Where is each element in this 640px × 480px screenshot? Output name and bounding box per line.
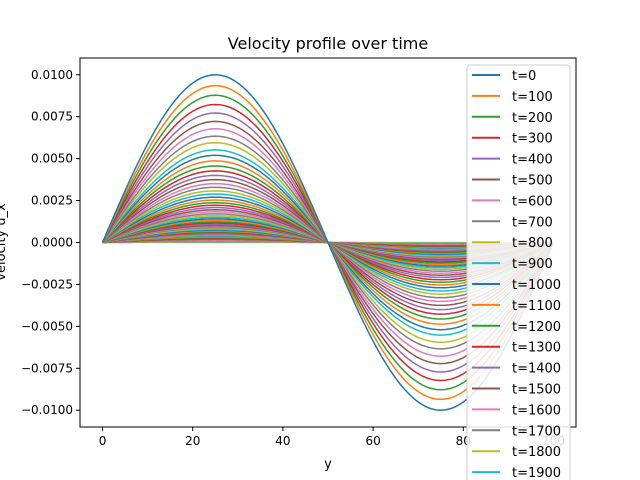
legend-label: t=200	[512, 111, 553, 126]
y-axis-label: velocity u_x	[0, 203, 9, 281]
legend-label: t=300	[512, 132, 553, 147]
legend-label: t=1900	[512, 466, 561, 480]
y-axis-ticks: 0.0100 0.0075 0.0050 0.0025 0.0000 −0.0025 −0.…	[21, 68, 80, 417]
legend-label: t=0	[512, 69, 536, 84]
y-tick-label: −0.0025	[21, 277, 73, 291]
y-tick-label: 0.0100	[31, 68, 73, 82]
legend-label: t=1000	[512, 278, 561, 293]
y-tick-label: 0.0000	[31, 236, 73, 250]
legend-label: t=1600	[512, 403, 561, 418]
legend-label: t=500	[512, 174, 553, 189]
legend-label: t=600	[512, 194, 553, 209]
y-tick-label: −0.0050	[21, 319, 73, 333]
legend-label: t=1200	[512, 320, 561, 335]
legend-label: t=1800	[512, 445, 561, 460]
legend-label: t=100	[512, 90, 553, 105]
y-tick-label: 0.0025	[31, 194, 73, 208]
legend-label: t=800	[512, 236, 553, 251]
legend-label: t=1700	[512, 424, 561, 439]
legend-label: t=1300	[512, 341, 561, 356]
legend-label: t=700	[512, 215, 553, 230]
legend-label: t=1100	[512, 299, 561, 314]
legend-box	[466, 64, 571, 480]
legend-label: t=400	[512, 153, 553, 168]
legend-label: t=1400	[512, 362, 561, 377]
y-tick-label: 0.0050	[31, 152, 73, 166]
legend: t=0 t=100 t=200 t=300 t=400 t=500 t=600 t=700 t=…	[466, 64, 571, 480]
y-tick-label: −0.0075	[21, 361, 73, 375]
y-tick-label: 0.0075	[31, 110, 73, 124]
x-tick-label: 0	[99, 434, 107, 448]
x-tick-label: 20	[185, 434, 200, 448]
x-tick-label: 60	[365, 434, 380, 448]
legend-label: t=900	[512, 257, 553, 272]
y-tick-label: −0.0100	[21, 403, 73, 417]
chart-title: Velocity profile over time	[228, 34, 428, 53]
x-axis-label: y	[324, 457, 332, 472]
legend-label: t=1500	[512, 383, 561, 398]
x-tick-label: 40	[275, 434, 290, 448]
